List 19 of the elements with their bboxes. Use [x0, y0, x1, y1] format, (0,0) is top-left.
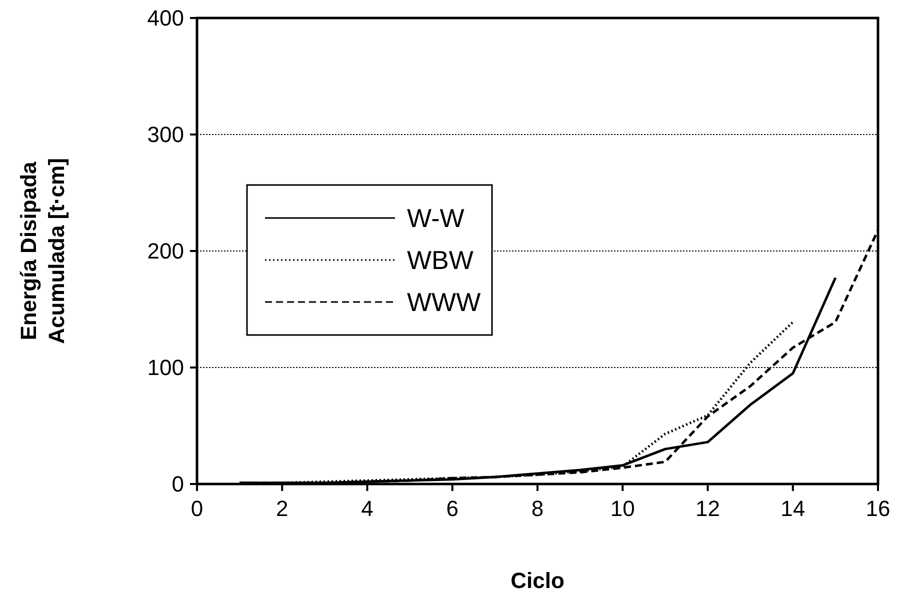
x-axis-title: Ciclo [510, 568, 564, 593]
x-tick-label: 8 [531, 496, 544, 521]
y-axis-title: Energía Disipada Acumulada [t·cm] [16, 158, 69, 344]
y-tick-label: 0 [172, 472, 184, 497]
y-tick-label: 300 [147, 122, 184, 148]
x-tick-label: 10 [610, 496, 635, 521]
x-tick-label: 12 [696, 496, 720, 521]
x-tick-label: 4 [361, 496, 374, 521]
y-tick-label: 400 [147, 6, 184, 31]
x-tick-label: 6 [446, 496, 458, 521]
x-tick-label: 16 [866, 496, 890, 521]
legend-label: WWW [407, 287, 482, 318]
legend-label: W-W [407, 203, 465, 234]
y-tick-label: 100 [147, 355, 184, 380]
x-tick-label: 14 [780, 496, 806, 521]
x-tick-label: 0 [190, 496, 204, 521]
legend-label: WBW [407, 245, 474, 276]
x-tick-label: 2 [276, 496, 288, 521]
y-tick-label: 200 [147, 238, 184, 264]
